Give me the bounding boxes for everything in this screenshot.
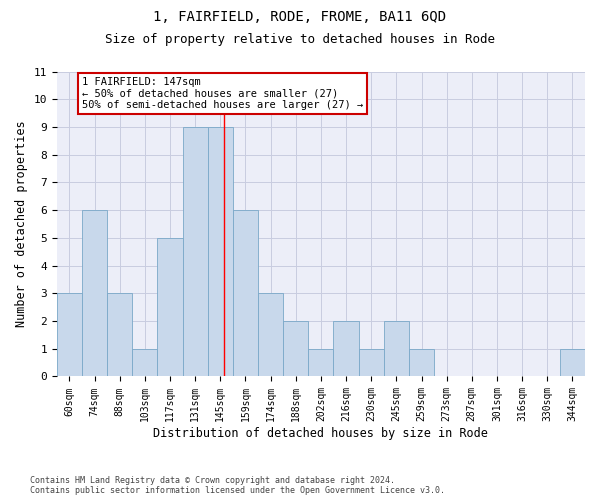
Bar bbox=[409, 348, 434, 376]
Bar bbox=[560, 348, 585, 376]
Bar bbox=[334, 321, 359, 376]
Text: 1 FAIRFIELD: 147sqm
← 50% of detached houses are smaller (27)
50% of semi-detach: 1 FAIRFIELD: 147sqm ← 50% of detached ho… bbox=[82, 77, 363, 110]
Text: Contains HM Land Registry data © Crown copyright and database right 2024.
Contai: Contains HM Land Registry data © Crown c… bbox=[30, 476, 445, 495]
Text: 1, FAIRFIELD, RODE, FROME, BA11 6QD: 1, FAIRFIELD, RODE, FROME, BA11 6QD bbox=[154, 10, 446, 24]
Bar bbox=[157, 238, 182, 376]
Bar bbox=[57, 294, 82, 376]
Bar bbox=[258, 294, 283, 376]
Bar bbox=[384, 321, 409, 376]
Bar bbox=[208, 127, 233, 376]
Bar bbox=[182, 127, 208, 376]
Bar bbox=[82, 210, 107, 376]
Bar bbox=[233, 210, 258, 376]
Bar bbox=[283, 321, 308, 376]
Text: Size of property relative to detached houses in Rode: Size of property relative to detached ho… bbox=[105, 32, 495, 46]
X-axis label: Distribution of detached houses by size in Rode: Distribution of detached houses by size … bbox=[154, 427, 488, 440]
Bar bbox=[107, 294, 132, 376]
Bar bbox=[359, 348, 384, 376]
Y-axis label: Number of detached properties: Number of detached properties bbox=[15, 120, 28, 328]
Bar bbox=[308, 348, 334, 376]
Bar bbox=[132, 348, 157, 376]
